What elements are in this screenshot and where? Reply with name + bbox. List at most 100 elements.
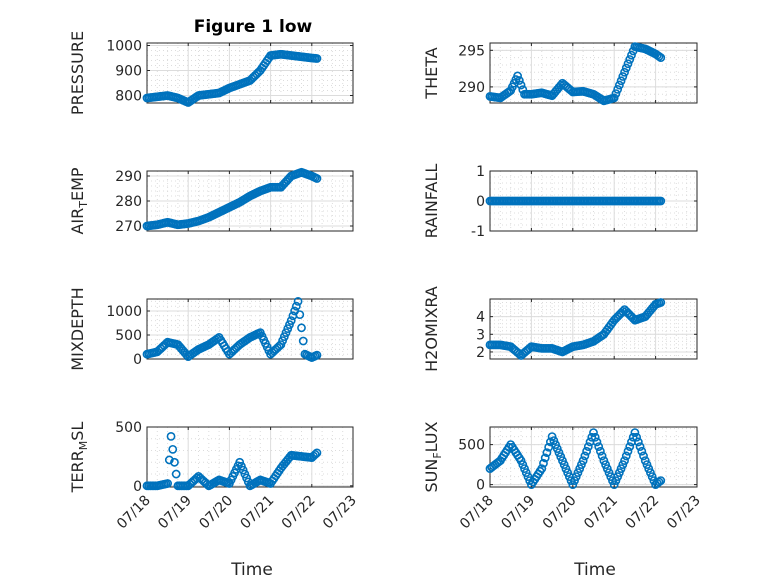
y-tick-label: 1 [476, 164, 485, 180]
subplot-mixdepth: 0 500 1000 MIXDEPTH [68, 287, 354, 371]
y-tick-label: 290 [115, 169, 142, 185]
y-axis-label: AIRTEMP [68, 167, 90, 234]
subplot-air-temp: 270 280 290 AIRTEMP [68, 167, 354, 235]
y-tick-label: 4 [476, 310, 485, 326]
data-point [613, 84, 623, 94]
data-point [611, 89, 621, 99]
data-point [513, 71, 522, 81]
axes-box [146, 426, 354, 488]
data-point [516, 456, 526, 465]
data-point [285, 320, 294, 329]
data-point [283, 324, 293, 333]
y-tick-label: 500 [115, 420, 142, 436]
data-point [312, 448, 322, 458]
y-tick-label: 500 [458, 438, 485, 454]
x-tick-label: 07/22 [279, 493, 319, 533]
x-tick-label: 07/20 [540, 493, 580, 533]
data-point [654, 52, 664, 61]
subplot-rainfall: -1 0 1 RAINFALL [422, 164, 698, 240]
data-point [582, 446, 591, 456]
data-point [639, 451, 648, 461]
data-point [656, 476, 666, 485]
data-point [614, 468, 624, 477]
data-point [166, 432, 176, 441]
series-markers [485, 196, 666, 206]
x-tick-label: 07/18 [114, 493, 154, 533]
data-point [621, 451, 631, 461]
data-point [642, 460, 652, 469]
data-point [279, 332, 289, 341]
y-tick-label: 1000 [106, 39, 142, 55]
data-point [552, 444, 562, 453]
data-point [602, 464, 612, 473]
data-point [168, 444, 178, 454]
data-point [647, 472, 657, 481]
data-point [578, 456, 588, 465]
data-point [625, 442, 635, 451]
data-point [583, 442, 593, 451]
data-point [293, 296, 303, 306]
y-axis-label: SUNFLUX [422, 421, 444, 492]
x-tick-label: 07/22 [623, 493, 663, 533]
data-point [575, 464, 585, 473]
data-point [590, 432, 600, 442]
y-tick-label: 0 [133, 479, 142, 495]
data-point [295, 310, 305, 319]
data-point [573, 468, 583, 477]
data-point [521, 468, 531, 477]
series-markers [485, 42, 666, 106]
data-point [563, 468, 573, 477]
data-point [312, 174, 322, 183]
series-markers [142, 49, 322, 107]
subplot-pressure: 800 900 1000 PRESSURE [68, 31, 354, 115]
data-point [640, 456, 650, 465]
data-point [623, 59, 633, 69]
axes-box [146, 42, 354, 104]
data-point [286, 316, 296, 325]
data-point [618, 72, 628, 81]
data-point [616, 464, 626, 473]
y-tick-label: 1000 [106, 304, 142, 320]
data-point [540, 453, 550, 463]
axes-box [489, 426, 698, 488]
data-point [623, 446, 633, 456]
data-point [571, 472, 581, 481]
axes-box [146, 298, 354, 360]
x-tick-label: 07/19 [498, 493, 538, 533]
data-point [547, 432, 557, 441]
data-point [276, 340, 286, 349]
data-point [164, 455, 174, 465]
y-tick-label: 295 [458, 43, 485, 59]
data-point [625, 55, 635, 64]
data-point [542, 448, 552, 457]
data-point [163, 479, 172, 488]
data-point [587, 432, 597, 442]
y-axis-label: MIXDEPTH [68, 287, 87, 370]
subplot-theta: 290 295 THETA [422, 42, 698, 106]
data-point [170, 457, 179, 467]
data-point [537, 464, 547, 473]
y-axis-label: H2OMIXRA [422, 286, 441, 372]
data-point [594, 442, 604, 451]
data-point [613, 472, 623, 481]
data-point [609, 93, 619, 103]
x-axis-label-left: Time [230, 560, 273, 580]
y-tick-label: 800 [115, 89, 142, 105]
data-point [514, 349, 524, 359]
x-tick-label: 07/18 [457, 493, 497, 533]
data-point [577, 460, 586, 469]
data-point [312, 350, 322, 360]
data-point [616, 76, 626, 86]
data-point [281, 328, 291, 337]
figure-title: Figure 1 low [194, 17, 313, 37]
data-point [628, 432, 638, 442]
data-point [549, 436, 559, 445]
data-point [635, 442, 645, 451]
x-tick-label: 07/21 [238, 493, 278, 533]
subplot-h2omixra: 2 34 H2OMIXRA [422, 286, 698, 372]
y-axis-label: PRESSURE [68, 31, 87, 115]
subplot-terr-msl: 0 500 07/18 07/19 07/20 07/21 07/22 07/23 TERRMS… [68, 420, 360, 532]
data-point [597, 451, 607, 461]
series-markers [142, 432, 322, 491]
